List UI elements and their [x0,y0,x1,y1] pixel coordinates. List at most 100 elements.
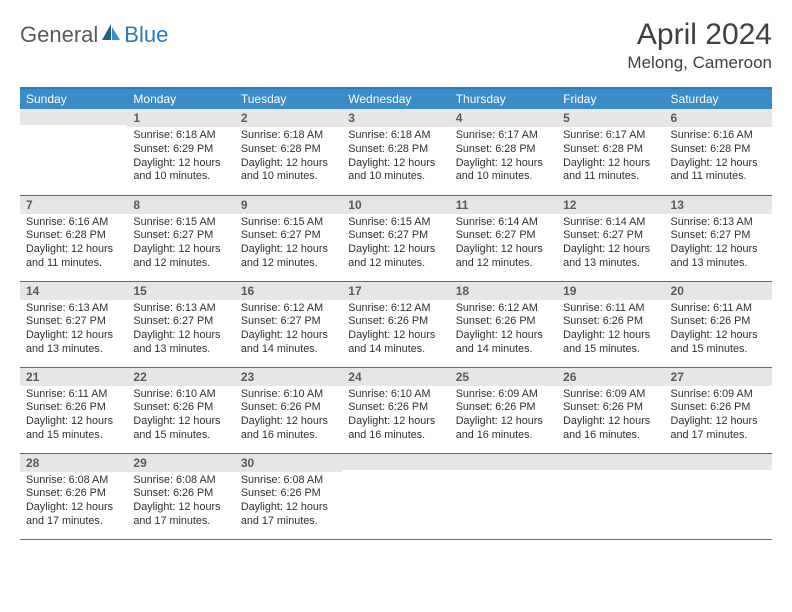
sunset-text: Sunset: 6:27 PM [671,229,766,243]
week-row: 7Sunrise: 6:16 AMSunset: 6:28 PMDaylight… [20,195,772,281]
sunset-text: Sunset: 6:26 PM [26,487,121,501]
sunrise-text: Sunrise: 6:10 AM [133,388,228,402]
sunrise-text: Sunrise: 6:18 AM [348,129,443,143]
day-body: Sunrise: 6:14 AMSunset: 6:27 PMDaylight:… [450,214,557,275]
sunset-text: Sunset: 6:28 PM [26,229,121,243]
sunset-text: Sunset: 6:26 PM [26,401,121,415]
page-header: General Blue April 2024 Melong, Cameroon [20,18,772,73]
day-cell [20,109,127,195]
sunset-text: Sunset: 6:27 PM [456,229,551,243]
day-number: 5 [557,109,664,127]
sunrise-text: Sunrise: 6:08 AM [133,474,228,488]
daylight-text: Daylight: 12 hours and 11 minutes. [671,157,766,185]
day-number: 21 [20,368,127,386]
day-number: 29 [127,454,234,472]
day-cell [665,453,772,539]
day-cell: 17Sunrise: 6:12 AMSunset: 6:26 PMDayligh… [342,281,449,367]
day-cell: 4Sunrise: 6:17 AMSunset: 6:28 PMDaylight… [450,109,557,195]
sunrise-text: Sunrise: 6:11 AM [26,388,121,402]
logo-text-general: General [20,24,98,46]
day-cell: 6Sunrise: 6:16 AMSunset: 6:28 PMDaylight… [665,109,772,195]
daylight-text: Daylight: 12 hours and 11 minutes. [26,243,121,271]
sunset-text: Sunset: 6:26 PM [563,401,658,415]
sunset-text: Sunset: 6:28 PM [456,143,551,157]
day-number: 20 [665,282,772,300]
sunset-text: Sunset: 6:27 PM [241,229,336,243]
sunrise-text: Sunrise: 6:12 AM [456,302,551,316]
sunset-text: Sunset: 6:27 PM [133,229,228,243]
daylight-text: Daylight: 12 hours and 10 minutes. [133,157,228,185]
day-body: Sunrise: 6:08 AMSunset: 6:26 PMDaylight:… [20,472,127,533]
day-number: 19 [557,282,664,300]
day-number: 16 [235,282,342,300]
day-cell: 12Sunrise: 6:14 AMSunset: 6:27 PMDayligh… [557,195,664,281]
day-body: Sunrise: 6:17 AMSunset: 6:28 PMDaylight:… [450,127,557,188]
sunrise-text: Sunrise: 6:17 AM [563,129,658,143]
daylight-text: Daylight: 12 hours and 17 minutes. [241,501,336,529]
month-title: April 2024 [627,18,772,51]
sunrise-text: Sunrise: 6:16 AM [671,129,766,143]
day-body: Sunrise: 6:15 AMSunset: 6:27 PMDaylight:… [235,214,342,275]
day-body: Sunrise: 6:10 AMSunset: 6:26 PMDaylight:… [342,386,449,447]
weekday-header: Friday [557,88,664,109]
sunset-text: Sunset: 6:26 PM [241,401,336,415]
day-cell: 13Sunrise: 6:13 AMSunset: 6:27 PMDayligh… [665,195,772,281]
day-cell: 18Sunrise: 6:12 AMSunset: 6:26 PMDayligh… [450,281,557,367]
day-number: 9 [235,196,342,214]
day-number [450,454,557,470]
daylight-text: Daylight: 12 hours and 14 minutes. [241,329,336,357]
day-cell: 14Sunrise: 6:13 AMSunset: 6:27 PMDayligh… [20,281,127,367]
daylight-text: Daylight: 12 hours and 13 minutes. [133,329,228,357]
daylight-text: Daylight: 12 hours and 13 minutes. [671,243,766,271]
day-cell: 1Sunrise: 6:18 AMSunset: 6:29 PMDaylight… [127,109,234,195]
day-number: 11 [450,196,557,214]
day-body [20,125,127,131]
day-number: 14 [20,282,127,300]
day-number [557,454,664,470]
calendar-table: Sunday Monday Tuesday Wednesday Thursday… [20,87,772,540]
sunset-text: Sunset: 6:29 PM [133,143,228,157]
day-cell: 22Sunrise: 6:10 AMSunset: 6:26 PMDayligh… [127,367,234,453]
sunset-text: Sunset: 6:26 PM [563,315,658,329]
day-number: 2 [235,109,342,127]
day-body: Sunrise: 6:08 AMSunset: 6:26 PMDaylight:… [127,472,234,533]
day-cell: 3Sunrise: 6:18 AMSunset: 6:28 PMDaylight… [342,109,449,195]
sunset-text: Sunset: 6:28 PM [348,143,443,157]
daylight-text: Daylight: 12 hours and 12 minutes. [456,243,551,271]
daylight-text: Daylight: 12 hours and 12 minutes. [241,243,336,271]
daylight-text: Daylight: 12 hours and 14 minutes. [456,329,551,357]
day-cell: 24Sunrise: 6:10 AMSunset: 6:26 PMDayligh… [342,367,449,453]
sunrise-text: Sunrise: 6:09 AM [563,388,658,402]
day-number: 3 [342,109,449,127]
logo: General Blue [20,22,168,47]
sunset-text: Sunset: 6:26 PM [456,315,551,329]
sunrise-text: Sunrise: 6:18 AM [133,129,228,143]
daylight-text: Daylight: 12 hours and 16 minutes. [241,415,336,443]
day-body [557,470,664,476]
day-cell: 27Sunrise: 6:09 AMSunset: 6:26 PMDayligh… [665,367,772,453]
day-cell: 8Sunrise: 6:15 AMSunset: 6:27 PMDaylight… [127,195,234,281]
weekday-header: Sunday [20,88,127,109]
day-cell: 25Sunrise: 6:09 AMSunset: 6:26 PMDayligh… [450,367,557,453]
day-cell: 20Sunrise: 6:11 AMSunset: 6:26 PMDayligh… [665,281,772,367]
sunset-text: Sunset: 6:27 PM [348,229,443,243]
day-number: 8 [127,196,234,214]
day-number [665,454,772,470]
day-body: Sunrise: 6:15 AMSunset: 6:27 PMDaylight:… [342,214,449,275]
day-number: 24 [342,368,449,386]
week-row: 14Sunrise: 6:13 AMSunset: 6:27 PMDayligh… [20,281,772,367]
title-block: April 2024 Melong, Cameroon [627,18,772,73]
sunrise-text: Sunrise: 6:17 AM [456,129,551,143]
day-number: 27 [665,368,772,386]
sunset-text: Sunset: 6:26 PM [671,315,766,329]
weekday-header: Monday [127,88,234,109]
weekday-header: Wednesday [342,88,449,109]
sunset-text: Sunset: 6:26 PM [348,401,443,415]
day-body: Sunrise: 6:11 AMSunset: 6:26 PMDaylight:… [557,300,664,361]
daylight-text: Daylight: 12 hours and 17 minutes. [133,501,228,529]
day-body: Sunrise: 6:18 AMSunset: 6:28 PMDaylight:… [342,127,449,188]
day-body: Sunrise: 6:16 AMSunset: 6:28 PMDaylight:… [665,127,772,188]
sunset-text: Sunset: 6:27 PM [563,229,658,243]
day-body: Sunrise: 6:13 AMSunset: 6:27 PMDaylight:… [127,300,234,361]
day-number: 12 [557,196,664,214]
